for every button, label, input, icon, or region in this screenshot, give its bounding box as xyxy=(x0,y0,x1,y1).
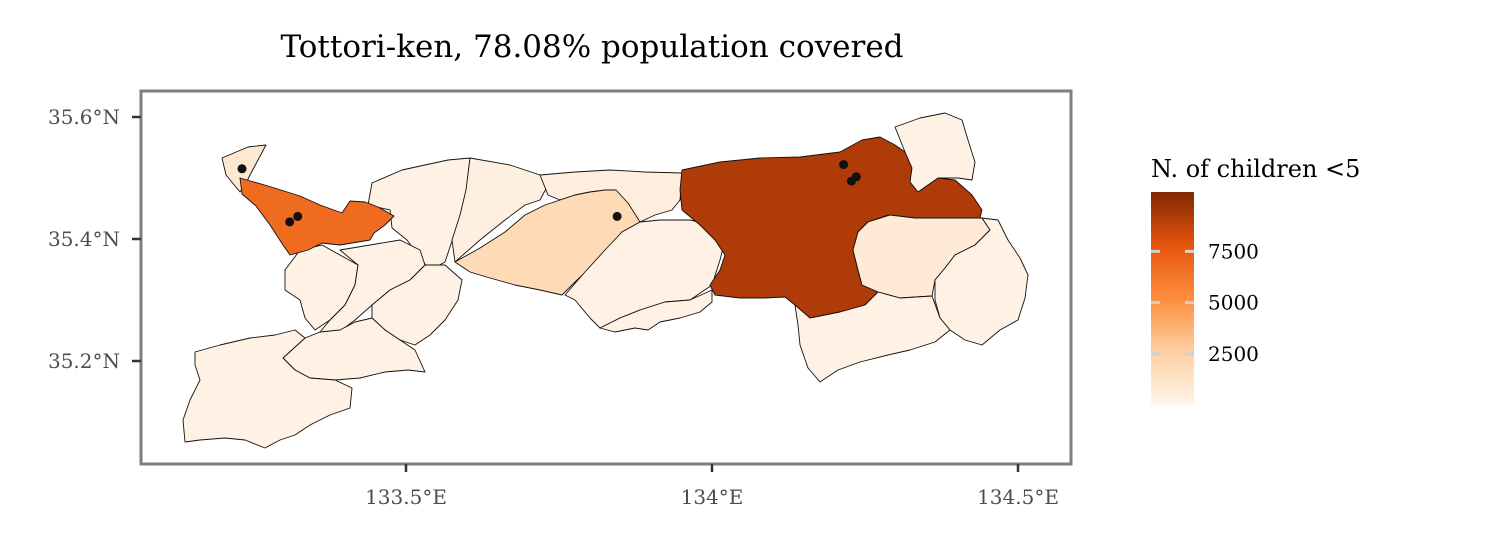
legend-tick-label: 2500 xyxy=(1208,342,1259,366)
location-point xyxy=(237,164,247,174)
legend-tick-label: 5000 xyxy=(1208,291,1259,315)
location-point xyxy=(612,211,622,221)
x-tick-label: 134°E xyxy=(681,485,744,509)
x-tick-label: 134.5°E xyxy=(977,485,1059,509)
region-nanbu xyxy=(319,239,426,336)
y-tick-label: 35.6°N xyxy=(48,105,120,129)
x-axis: 133.5°E 134°E 134.5°E xyxy=(365,464,1059,509)
y-tick-label: 35.2°N xyxy=(48,349,120,373)
region-nichinan xyxy=(182,329,353,449)
location-point xyxy=(851,172,861,182)
y-tick-label: 35.4°N xyxy=(48,227,120,251)
region-kofu xyxy=(371,264,463,346)
region-iwami xyxy=(894,112,976,193)
legend-tick-label: 7500 xyxy=(1208,239,1259,263)
region-yonago xyxy=(239,177,395,256)
region-kurayoshi xyxy=(454,189,641,296)
location-point xyxy=(293,211,303,221)
y-axis: 35.6°N 35.4°N 35.2°N xyxy=(48,105,141,373)
region-layer xyxy=(182,112,1029,449)
colorbar-legend: N. of children <5 7500 5000 2500 xyxy=(1151,155,1360,405)
location-point xyxy=(285,217,295,227)
legend-title: N. of children <5 xyxy=(1151,155,1360,183)
legend-ticks: 7500 5000 2500 xyxy=(1151,239,1259,366)
map-title: Tottori-ken, 78.08% population covered xyxy=(280,29,903,65)
region-chizu xyxy=(934,217,1029,346)
region-wakasa xyxy=(794,291,951,383)
region-misasa-south xyxy=(599,289,713,333)
point-layer xyxy=(237,160,861,227)
colorbar xyxy=(1151,192,1194,405)
x-tick-label: 133.5°E xyxy=(365,485,447,509)
location-point xyxy=(839,160,849,170)
